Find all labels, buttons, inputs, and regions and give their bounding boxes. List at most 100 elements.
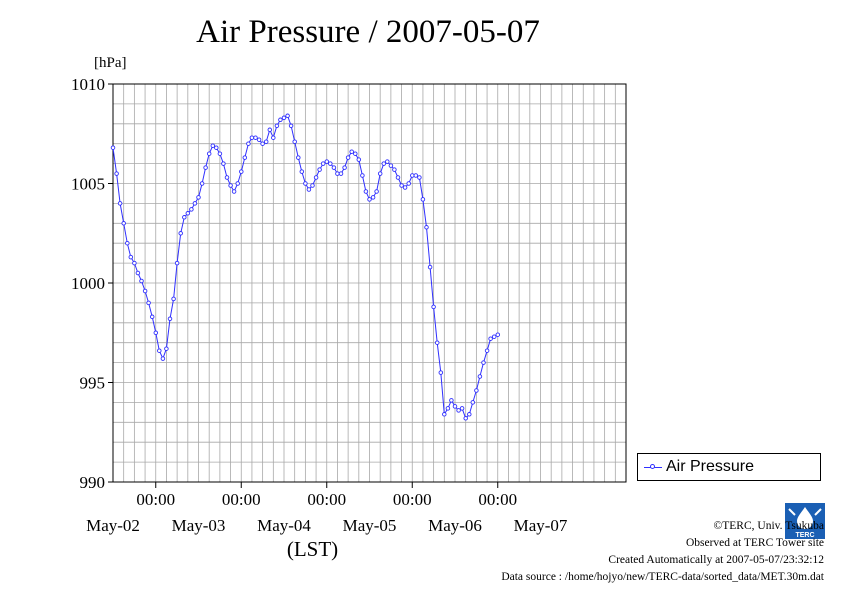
y-tick-label: 990	[80, 473, 106, 492]
y-tick-label: 995	[80, 374, 106, 393]
data-point	[210, 143, 216, 148]
y-tick-label: 1000	[71, 274, 105, 293]
data-point	[263, 139, 269, 144]
data-point	[459, 406, 465, 411]
data-point	[363, 189, 369, 194]
data-point	[214, 145, 219, 150]
data-point	[196, 195, 201, 200]
data-point	[303, 181, 308, 186]
data-point	[449, 398, 454, 403]
data-point	[224, 175, 230, 180]
data-point	[142, 288, 148, 294]
data-point	[192, 201, 198, 206]
data-point	[139, 278, 144, 284]
data-point	[484, 348, 490, 353]
data-point	[431, 304, 436, 310]
data-point	[324, 159, 330, 164]
data-point	[385, 159, 390, 164]
data-point	[313, 175, 319, 180]
data-point	[381, 161, 387, 166]
data-point	[288, 123, 294, 129]
copyright-text: ©TERC, Univ. Tsukuba	[713, 520, 824, 532]
data-point	[114, 171, 119, 176]
chart-title: Air Pressure / 2007-05-07	[196, 14, 540, 50]
x-date-label: May-06	[428, 516, 482, 535]
x-tick-label: 00:00	[478, 490, 517, 509]
svg-text:TERC: TERC	[795, 532, 814, 539]
data-point	[299, 169, 305, 174]
legend-label: Air Pressure	[666, 458, 755, 475]
data-point	[146, 300, 151, 306]
x-date-label: May-03	[172, 516, 226, 535]
data-point	[128, 254, 134, 260]
data-point	[317, 167, 322, 172]
data-point	[395, 175, 401, 180]
data-point	[495, 332, 501, 337]
x-tick-label: 00:00	[222, 490, 261, 509]
data-point	[171, 296, 176, 302]
data-point	[206, 151, 212, 156]
y-axis-unit: [hPa]	[94, 55, 127, 71]
x-date-label: May-07	[514, 516, 568, 535]
data-point	[356, 157, 362, 162]
data-point	[203, 165, 208, 170]
data-point	[228, 183, 233, 188]
data-point	[117, 201, 123, 206]
data-point	[420, 197, 426, 202]
data-point	[434, 340, 440, 345]
data-point	[110, 145, 116, 150]
data-point	[157, 348, 162, 353]
data-point	[367, 197, 372, 202]
data-point	[185, 211, 191, 216]
data-point	[491, 334, 497, 339]
data-point	[353, 151, 358, 156]
y-tick-label: 1005	[71, 175, 105, 194]
data-source-text: Data source : /home/hojyo/new/TERC-data/…	[501, 571, 824, 583]
data-point	[253, 135, 258, 140]
data-point	[413, 173, 419, 178]
data-point	[189, 207, 194, 212]
data-point	[470, 400, 476, 405]
data-point	[463, 416, 468, 421]
data-point	[328, 161, 333, 166]
data-point	[392, 167, 397, 172]
data-point	[271, 135, 276, 140]
data-point	[456, 408, 461, 413]
data-point	[427, 264, 433, 270]
data-point	[256, 137, 262, 142]
data-point	[167, 316, 173, 322]
created-text: Created Automatically at 2007-05-07/23:3…	[608, 554, 824, 566]
data-point	[292, 139, 297, 144]
data-point	[149, 314, 155, 320]
data-point	[178, 231, 183, 236]
data-point	[452, 404, 458, 409]
data-point	[164, 346, 169, 351]
data-point	[160, 356, 166, 361]
legend-marker-icon	[650, 464, 655, 469]
data-point	[402, 185, 408, 190]
data-point	[335, 171, 340, 176]
x-tick-label: 00:00	[307, 490, 346, 509]
terc-logo-icon: TERC	[785, 503, 825, 539]
data-point	[260, 141, 265, 146]
data-point	[388, 163, 394, 168]
data-point	[239, 169, 244, 174]
x-axis-label: (LST)	[287, 537, 338, 561]
data-point	[342, 165, 347, 170]
data-point	[242, 155, 248, 160]
data-point	[246, 141, 251, 146]
data-point	[274, 123, 280, 129]
data-point	[153, 330, 159, 336]
observed-text: Observed at TERC Tower site	[685, 537, 824, 549]
x-tick-label: 00:00	[136, 490, 175, 509]
data-point	[249, 135, 255, 140]
data-point	[345, 155, 351, 160]
data-point	[281, 115, 287, 121]
data-point	[135, 270, 141, 276]
data-point	[338, 171, 344, 176]
data-point	[424, 225, 429, 230]
data-point	[306, 187, 312, 192]
data-point	[481, 360, 486, 365]
data-point	[310, 183, 315, 188]
data-point	[199, 181, 205, 186]
